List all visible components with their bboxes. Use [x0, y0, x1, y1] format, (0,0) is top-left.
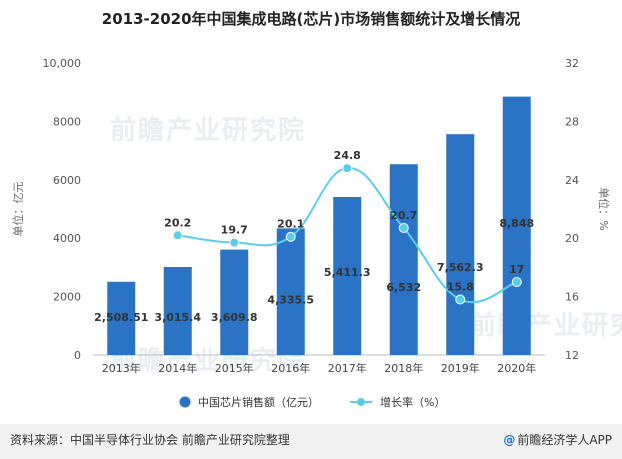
growth-point [229, 237, 240, 248]
bar-data-label: 4,335.5 [267, 293, 314, 306]
y-right-tick-label: 32 [565, 57, 579, 70]
chart-title: 2013-2020年中国集成电路(芯片)市场销售额统计及增长情况 [101, 10, 521, 28]
bar [163, 266, 192, 355]
bar [220, 249, 249, 355]
growth-data-label: 20.2 [164, 216, 191, 229]
legend-line-label: 增长率（%） [380, 395, 445, 409]
growth-point [172, 230, 183, 241]
x-tick-label: 2014年 [158, 361, 197, 375]
bar [446, 134, 475, 355]
chart-canvas: 0 2000 4000 6000 8000 10,000 12 16 20 24 28 32 单位：亿元… [11, 57, 611, 409]
x-tick-label: 2019年 [441, 361, 480, 375]
bar [107, 281, 136, 355]
growth-point [511, 277, 522, 287]
growth-data-label: 15.8 [447, 281, 474, 294]
x-tick-label: 2016年 [271, 361, 310, 375]
x-tick-label: 2015年 [215, 361, 254, 375]
growth-data-label: 20.7 [390, 209, 417, 222]
watermark: 前瞻产业研究院 [470, 311, 622, 341]
y-right-tick-label: 24 [565, 174, 579, 187]
brand-logo-icon: @ [503, 433, 516, 447]
x-tick-label: 2013年 [102, 361, 141, 375]
brand: @ 前瞻经济学人APP [503, 431, 612, 448]
growth-point [285, 231, 296, 242]
growth-point [455, 294, 466, 305]
y-left-tick-label: 2000 [53, 291, 81, 304]
growth-data-label: 24.8 [334, 149, 361, 162]
y-left-tick-label: 10,000 [43, 57, 82, 70]
bar-data-label: 8,848 [499, 217, 534, 230]
footer: 资料来源：中国半导体行业协会 前瞻产业研究院整理 @ 前瞻经济学人APP [0, 424, 622, 459]
y-right-axis-title: 单位：% [597, 187, 611, 230]
y-left-tick-label: 0 [74, 349, 81, 362]
y-right-tick-label: 28 [565, 115, 579, 128]
bar-data-label: 3,609.8 [211, 311, 258, 324]
growth-data-label: 19.7 [221, 224, 248, 237]
bar-data-label: 2,508.51 [94, 311, 148, 324]
legend-line-marker [357, 398, 365, 406]
x-tick-label: 2018年 [384, 361, 423, 375]
y-left-tick-label: 8000 [53, 115, 81, 128]
y-left-tick-label: 6000 [53, 174, 81, 187]
y-right-tick-label: 20 [565, 232, 579, 245]
watermark: 前瞻产业研究院 [110, 116, 307, 146]
bar-data-label: 3,015.4 [154, 311, 201, 324]
growth-data-label: 17 [509, 263, 524, 276]
bar-data-label: 5,411.3 [324, 266, 371, 279]
y-right-tick-label: 16 [565, 291, 579, 304]
y-left-tick-label: 4000 [53, 232, 81, 245]
watermark: 前瞻产业研究院 [110, 346, 307, 376]
growth-data-label: 20.1 [277, 218, 304, 231]
growth-point [342, 163, 353, 174]
legend-bar-swatch [179, 396, 191, 408]
brand-label: 前瞻经济学人APP [517, 433, 612, 447]
bar [389, 164, 418, 355]
y-right-tick-label: 12 [565, 349, 579, 362]
bar-data-label: 7,562.3 [437, 261, 484, 274]
bar [502, 96, 531, 355]
bar [276, 228, 305, 355]
y-left-axis-title: 单位：亿元 [11, 182, 25, 237]
x-tick-label: 2017年 [328, 361, 367, 375]
legend-bar-label: 中国芯片销售额（亿元） [198, 395, 319, 409]
source-note: 资料来源：中国半导体行业协会 前瞻产业研究院整理 [10, 433, 290, 447]
growth-point [398, 222, 409, 233]
bar-data-label: 6,532 [386, 281, 421, 294]
x-tick-label: 2020年 [497, 361, 536, 375]
bar [333, 196, 362, 355]
